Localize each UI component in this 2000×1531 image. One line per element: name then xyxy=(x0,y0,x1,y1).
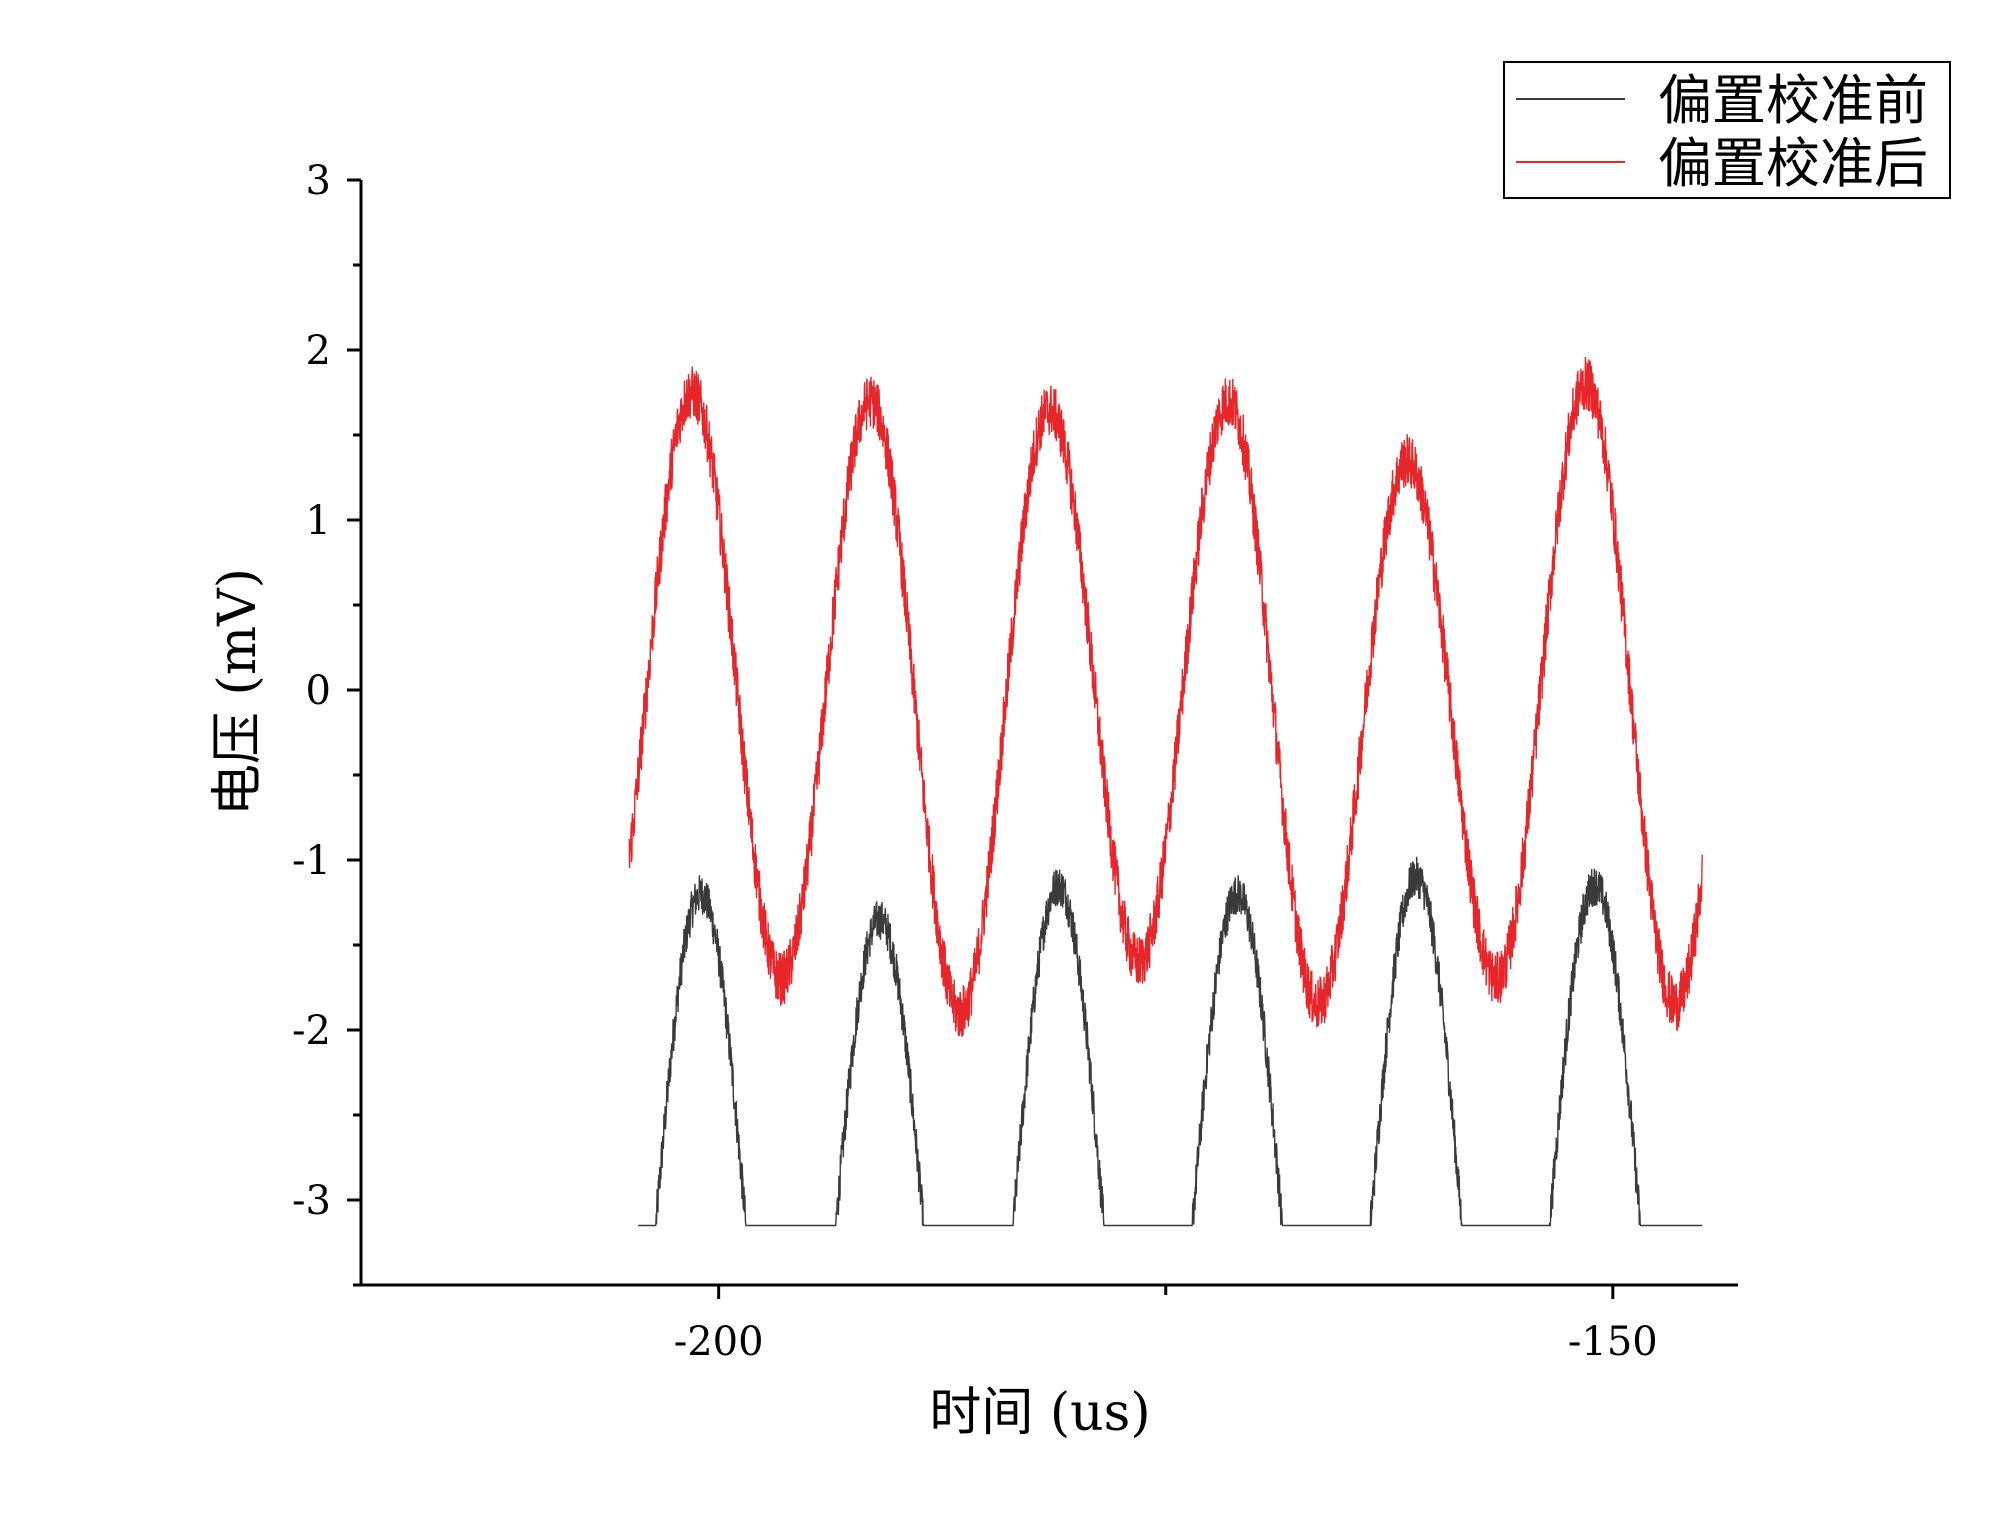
y-axis-title: 电压 (mV) xyxy=(208,568,268,816)
y-tick-label: -1 xyxy=(292,838,331,884)
y-tick-label: 0 xyxy=(306,668,331,714)
legend-label-before: 偏置校准前 xyxy=(1658,69,1928,132)
y-tick-label: 1 xyxy=(306,498,331,544)
x-tick-label: -200 xyxy=(674,1319,764,1365)
series-line-before xyxy=(638,856,1703,1227)
x-axis-title: 时间 (us) xyxy=(929,1383,1150,1443)
y-tick-label: -3 xyxy=(292,1178,331,1224)
x-tick-label: -150 xyxy=(1568,1319,1658,1365)
series-layer xyxy=(628,356,1703,1227)
legend-label-after: 偏置校准后 xyxy=(1658,132,1928,195)
series-line-after xyxy=(628,356,1703,1037)
legend-box xyxy=(1503,61,1951,199)
y-tick-label: -2 xyxy=(292,1008,331,1054)
y-tick-label: 3 xyxy=(306,158,331,204)
legend: 偏置校准前 偏置校准后 xyxy=(1503,61,1951,199)
y-tick-label: 2 xyxy=(306,328,331,374)
axes-layer: 3 2 1 0 -1 -2 -3 -200 -150 xyxy=(292,158,1738,1365)
